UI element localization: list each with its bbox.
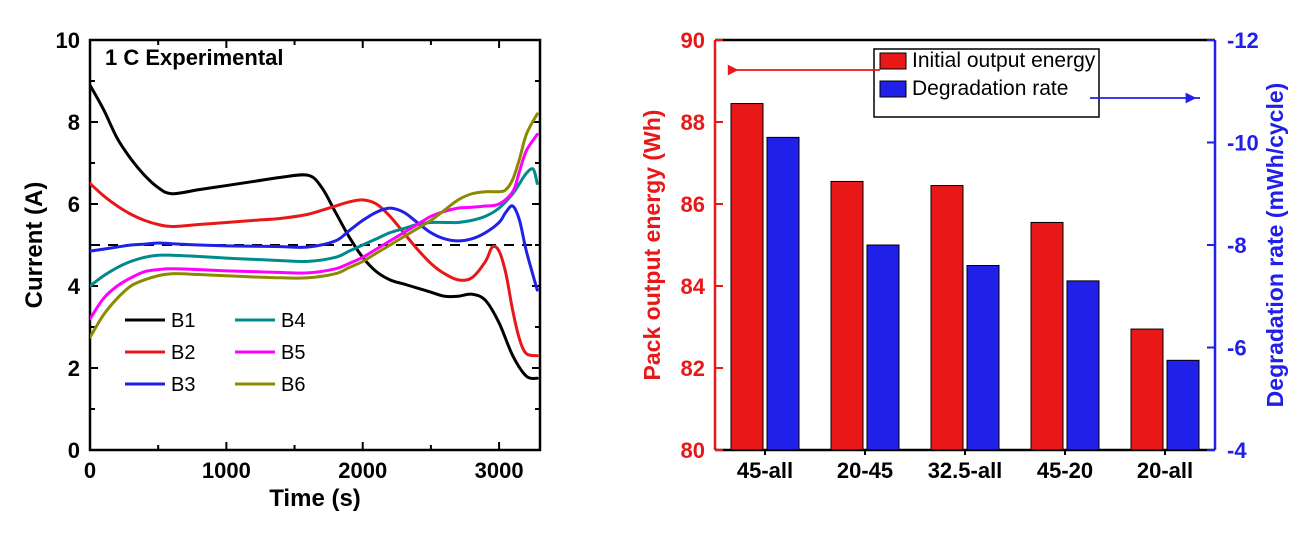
bar-degradation bbox=[967, 266, 999, 451]
figure-container: 0 1000 2000 3000 0 2 4 6 8 10 Time (s) Current (A) 1… bbox=[10, 10, 1308, 526]
legend-label: Degradation rate bbox=[912, 77, 1068, 100]
legend-label: B1 bbox=[171, 310, 195, 332]
series-B1 bbox=[90, 85, 537, 378]
right-bar-chart: 80 82 84 86 88 90 -4 -6 -8 -10 -12 45-all 20-45 32.5-… bbox=[620, 10, 1300, 506]
legend-label: B6 bbox=[281, 374, 305, 396]
left-line-chart: 01000200030000246810Time (s)Current (A)1… bbox=[10, 10, 580, 506]
category-label: 20-45 bbox=[837, 458, 893, 483]
legend-swatch bbox=[880, 81, 906, 97]
category-label: 20-all bbox=[1137, 458, 1193, 483]
series-B5 bbox=[90, 134, 537, 318]
left-y-tick: 82 bbox=[681, 356, 705, 381]
x-tick-label: 1000 bbox=[202, 458, 251, 483]
y-tick-label: 8 bbox=[68, 110, 80, 135]
right-y-tick: -12 bbox=[1227, 28, 1259, 53]
bar-energy bbox=[831, 181, 863, 450]
legend-label: Initial output energy bbox=[912, 49, 1096, 72]
x-axis-label: Time (s) bbox=[269, 485, 361, 512]
y-tick-label: 2 bbox=[68, 356, 80, 381]
legend-label: B4 bbox=[281, 310, 305, 332]
bar-energy bbox=[1031, 222, 1063, 450]
legend-swatch bbox=[880, 53, 906, 69]
y-tick-label: 0 bbox=[68, 438, 80, 463]
category-label: 45-all bbox=[737, 458, 793, 483]
y-tick-label: 4 bbox=[68, 274, 81, 299]
left-y-tick: 88 bbox=[681, 110, 705, 135]
bar-energy bbox=[731, 104, 763, 450]
bar-degradation bbox=[867, 245, 899, 450]
legend-label: B2 bbox=[171, 342, 195, 364]
left-y-tick: 86 bbox=[681, 192, 705, 217]
left-y-tick: 90 bbox=[681, 28, 705, 53]
left-axis-label: Pack output energy (Wh) bbox=[639, 110, 665, 381]
legend-label: B3 bbox=[171, 374, 195, 396]
bar-degradation bbox=[1067, 281, 1099, 450]
legend-label: B5 bbox=[281, 342, 305, 364]
y-tick-label: 10 bbox=[56, 28, 80, 53]
bar-energy bbox=[1131, 329, 1163, 450]
right-y-tick: -8 bbox=[1227, 233, 1247, 258]
y-axis-label: Current (A) bbox=[21, 182, 48, 309]
right-axis-label: Degradation rate (mWh/cycle) bbox=[1262, 83, 1288, 408]
category-label: 32.5-all bbox=[928, 458, 1003, 483]
left-y-tick: 80 bbox=[681, 438, 705, 463]
category-label: 45-20 bbox=[1037, 458, 1093, 483]
x-tick-label: 0 bbox=[84, 458, 96, 483]
bar-degradation bbox=[1167, 360, 1199, 450]
x-tick-label: 3000 bbox=[475, 458, 524, 483]
bar-energy bbox=[931, 186, 963, 450]
right-y-tick: -6 bbox=[1227, 336, 1247, 361]
left-y-tick: 84 bbox=[681, 274, 706, 299]
right-y-tick: -10 bbox=[1227, 131, 1259, 156]
bar-degradation bbox=[767, 137, 799, 450]
chart-title: 1 C Experimental bbox=[105, 45, 284, 70]
right-y-tick: -4 bbox=[1227, 438, 1247, 463]
x-tick-label: 2000 bbox=[338, 458, 387, 483]
y-tick-label: 6 bbox=[68, 192, 80, 217]
